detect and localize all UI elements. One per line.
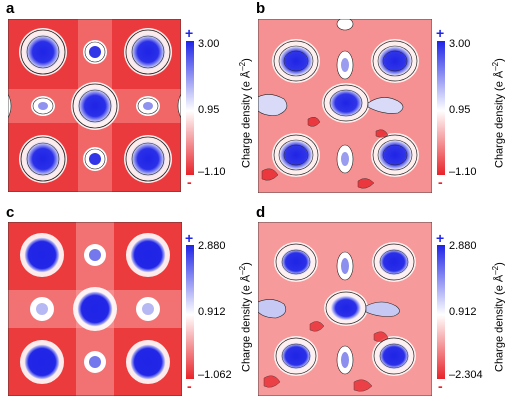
plus-symbol: + [436, 25, 445, 41]
density-blob [19, 28, 67, 76]
colorbar-min-label: –1.10 [198, 166, 226, 178]
colorbar-a [186, 41, 194, 175]
colorbar-mid-label: 0.912 [198, 306, 226, 318]
colorbar-c [186, 245, 194, 379]
charge-density-map-a [8, 19, 181, 192]
colorbar-axis-label: Charge density (e Å–2) [491, 262, 506, 372]
colorbar-axis-label: Charge density (e Å–2) [238, 58, 253, 168]
colorbar-mid-label: 0.912 [449, 306, 477, 318]
colorbar-b [437, 41, 445, 175]
minus-symbol: - [187, 378, 192, 394]
colorbar-max-label: 2.880 [449, 240, 477, 252]
colorbar-mid-label: 0.95 [198, 104, 220, 116]
colorbar-d [437, 245, 445, 379]
plus-symbol: + [185, 230, 194, 246]
panel-label-a: a [6, 0, 15, 17]
colorbar-mid-label: 0.95 [449, 104, 471, 116]
colorbar-axis-label: Charge density (e Å–2) [238, 262, 253, 372]
charge-density-map-c [8, 222, 182, 396]
charge-density-map-b [258, 19, 432, 193]
colorbar-max-label: 3.00 [198, 38, 220, 50]
panel-label-c: c [6, 204, 15, 221]
colorbar-min-label: –1.10 [449, 166, 477, 178]
plus-symbol: + [436, 230, 445, 246]
panel-label-d: d [256, 204, 266, 221]
minus-symbol: - [438, 378, 443, 394]
panel-label-b: b [256, 0, 266, 17]
colorbar-axis-label: Charge density (e Å–2) [491, 58, 506, 168]
minus-symbol: - [187, 174, 192, 190]
colorbar-min-label: –2.304 [449, 369, 483, 381]
colorbar-max-label: 3.00 [449, 38, 471, 50]
colorbar-max-label: 2.880 [198, 240, 226, 252]
charge-density-map-d [258, 222, 432, 396]
minus-symbol: - [438, 174, 443, 190]
plus-symbol: + [185, 25, 194, 41]
colorbar-min-label: –1.062 [198, 369, 232, 381]
